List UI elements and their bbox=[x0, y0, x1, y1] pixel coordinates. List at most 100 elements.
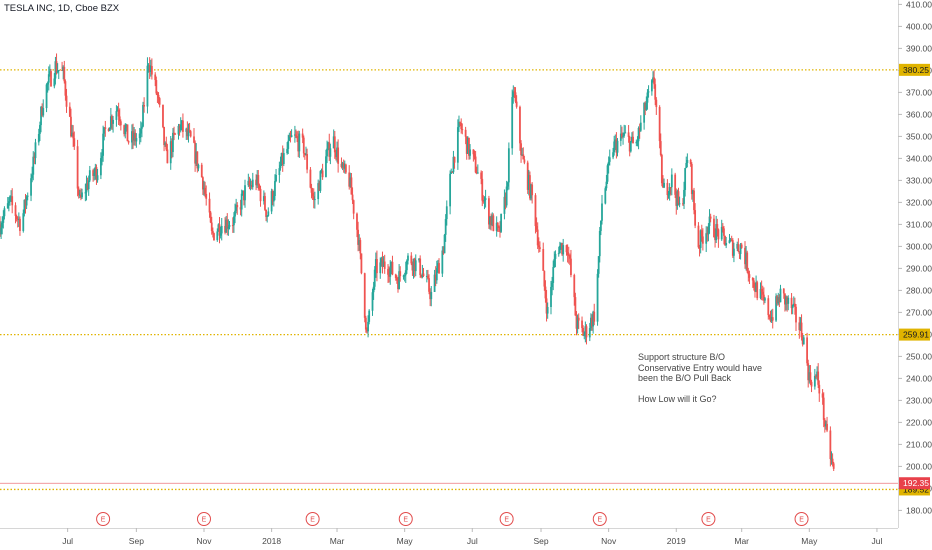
candle-body bbox=[628, 136, 631, 152]
candle-body bbox=[23, 199, 26, 214]
candle-body bbox=[391, 261, 394, 275]
candle-body bbox=[629, 141, 632, 152]
candle-body bbox=[591, 317, 593, 327]
candle-body bbox=[180, 120, 183, 125]
candle-body bbox=[188, 130, 191, 132]
candle-body bbox=[257, 175, 260, 186]
candle-body bbox=[601, 203, 603, 221]
candle-body bbox=[482, 200, 485, 202]
candle-body bbox=[272, 195, 275, 202]
candle-body bbox=[350, 177, 353, 195]
earnings-marker-icon[interactable] bbox=[592, 512, 607, 526]
candle-body bbox=[536, 229, 539, 246]
candle-body bbox=[383, 261, 386, 269]
candle-body bbox=[653, 77, 655, 85]
candle-body bbox=[715, 224, 718, 241]
candle-body bbox=[674, 174, 677, 195]
candle-body bbox=[723, 228, 725, 236]
candle-body bbox=[737, 243, 740, 252]
earnings-marker-icon[interactable] bbox=[701, 512, 716, 526]
candle-body bbox=[606, 165, 609, 182]
earnings-marker-icon[interactable] bbox=[794, 512, 809, 526]
candle-body bbox=[10, 196, 12, 198]
candle-body bbox=[80, 194, 82, 198]
earnings-marker-icon[interactable] bbox=[305, 512, 320, 526]
earnings-marker-label: E bbox=[202, 517, 207, 524]
candle-body bbox=[93, 173, 96, 176]
x-tick-label: Mar bbox=[734, 536, 749, 546]
earnings-marker-icon[interactable] bbox=[196, 512, 211, 526]
earnings-marker-icon[interactable] bbox=[96, 512, 111, 526]
candle-body bbox=[739, 244, 742, 255]
candle-body bbox=[286, 148, 289, 154]
candle-body bbox=[133, 132, 136, 141]
candle-body bbox=[7, 201, 10, 204]
candle-body bbox=[800, 322, 803, 338]
candle-body bbox=[271, 191, 274, 202]
level-badge bbox=[899, 328, 930, 341]
candle-body bbox=[309, 169, 312, 188]
candle-body bbox=[818, 384, 821, 394]
candle-body bbox=[311, 192, 314, 197]
candle-body bbox=[815, 375, 817, 377]
candle-body bbox=[700, 230, 703, 237]
candle-body bbox=[251, 179, 254, 188]
candle-body bbox=[62, 66, 65, 71]
candle-body bbox=[483, 199, 486, 201]
candle-body bbox=[78, 194, 81, 196]
earnings-marker-icon[interactable] bbox=[499, 512, 514, 526]
candle-body bbox=[325, 156, 327, 178]
candle-body bbox=[166, 149, 169, 164]
candle-body bbox=[545, 298, 548, 314]
candle-body bbox=[570, 258, 572, 276]
candle-body bbox=[141, 126, 143, 129]
candle-body bbox=[279, 165, 282, 169]
candle-body bbox=[825, 423, 827, 427]
candle-body bbox=[697, 225, 700, 248]
earnings-marker-icon[interactable] bbox=[398, 512, 413, 526]
candle-body bbox=[495, 222, 498, 231]
candle-body bbox=[205, 193, 208, 199]
candle-body bbox=[344, 164, 347, 173]
candle-body bbox=[806, 337, 808, 364]
candle-body bbox=[627, 132, 630, 137]
candle-body bbox=[670, 174, 673, 188]
candle-body bbox=[740, 244, 743, 248]
candle-body bbox=[259, 188, 262, 202]
candle-body bbox=[561, 243, 563, 255]
price-axis[interactable]: 180.00190.00200.00210.00220.00230.00240.… bbox=[898, 0, 932, 550]
candle-body bbox=[566, 252, 569, 256]
candle-body bbox=[84, 192, 87, 194]
candle-body bbox=[155, 80, 158, 94]
candle-body bbox=[607, 161, 610, 166]
candle-body bbox=[573, 275, 576, 298]
candle-body bbox=[200, 164, 203, 178]
candle-body bbox=[644, 103, 647, 111]
price-axis-pane[interactable] bbox=[898, 0, 932, 550]
candle-body bbox=[127, 141, 130, 143]
candle-body bbox=[521, 154, 524, 156]
x-tick-label: May bbox=[801, 536, 818, 546]
candle-body bbox=[112, 119, 114, 124]
candle-body bbox=[684, 168, 687, 190]
candle-body bbox=[474, 156, 477, 173]
earnings-marker-label: E bbox=[310, 517, 315, 524]
candle-body bbox=[660, 154, 663, 184]
candle-body bbox=[143, 104, 146, 107]
candle-body bbox=[218, 224, 221, 236]
candle-body bbox=[2, 216, 5, 223]
candle-body bbox=[3, 208, 6, 217]
horizontal-levels bbox=[0, 69, 898, 491]
y-tick-label: 370.00 bbox=[906, 87, 932, 97]
candle-body bbox=[464, 129, 467, 137]
time-axis[interactable]: Jul Sep Nov 2018 Mar May Jul Sep Nov 2019 Mar May Ju… bbox=[0, 528, 898, 546]
candle-body bbox=[50, 71, 52, 87]
candle-body bbox=[791, 305, 794, 309]
candle-body bbox=[243, 190, 245, 201]
candle-body bbox=[822, 397, 825, 420]
candle-body bbox=[554, 253, 557, 259]
candle-body bbox=[358, 240, 361, 245]
candle-body bbox=[435, 268, 438, 281]
candle-body bbox=[265, 209, 267, 217]
